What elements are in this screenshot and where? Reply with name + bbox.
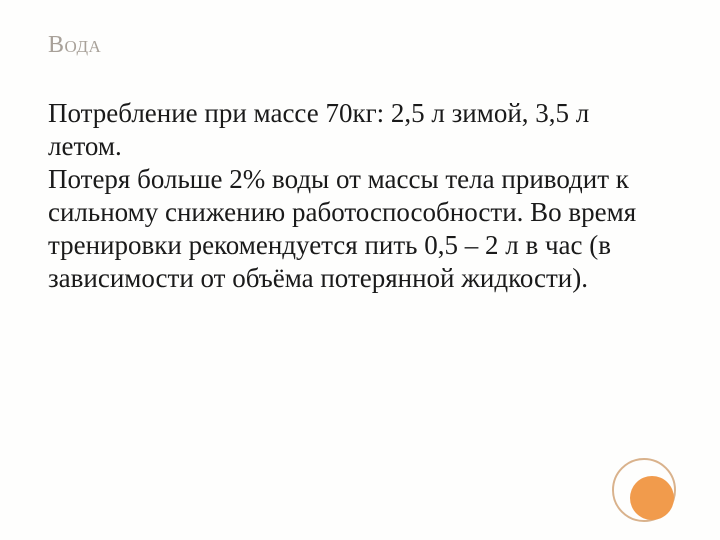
- slide-title: Вода: [48, 32, 680, 59]
- paragraph-2: Потеря больше 2% воды от массы тела прив…: [48, 163, 668, 295]
- body-text: Потребление при массе 70кг: 2,5 л зимой,…: [48, 97, 668, 295]
- decoration-circle-inner: [630, 476, 674, 520]
- paragraph-1: Потребление при массе 70кг: 2,5 л зимой,…: [48, 97, 668, 163]
- slide: Вода Потребление при массе 70кг: 2,5 л з…: [0, 0, 720, 540]
